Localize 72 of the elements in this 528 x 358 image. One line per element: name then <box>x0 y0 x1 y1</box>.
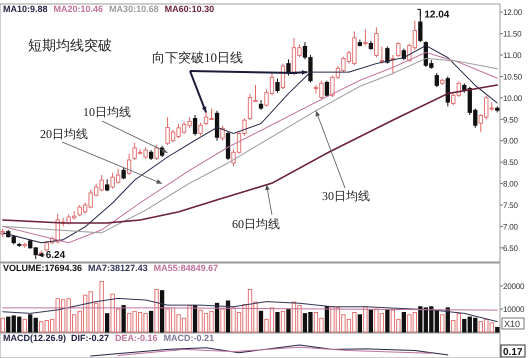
candlestick <box>104 178 110 192</box>
candlestick <box>121 166 126 180</box>
bar <box>280 310 286 332</box>
candlestick <box>258 100 264 110</box>
annotation: 30日均线 <box>322 189 370 203</box>
candlestick <box>434 72 439 88</box>
text: X10 <box>504 319 520 329</box>
text: MA10:9.88 <box>3 4 48 14</box>
bar <box>275 312 280 332</box>
series-label: DIF:-0.27 <box>71 333 110 343</box>
candlestick <box>390 54 396 75</box>
text: MA7:38127.43 <box>88 263 148 273</box>
bar <box>363 306 368 332</box>
text: MACD:-0.21 <box>164 333 214 343</box>
y-tick-label: 8.00 <box>503 180 519 189</box>
y-tick-label: 12.00 <box>503 8 523 18</box>
bar <box>0 318 5 332</box>
bar <box>385 310 390 332</box>
text: MA55:84849.67 <box>154 263 218 273</box>
candlestick <box>126 153 132 176</box>
bar <box>22 318 27 332</box>
annotation: 6.24 <box>46 250 66 261</box>
annotation: 短期均线突破 <box>28 38 112 54</box>
bar <box>495 326 500 332</box>
bar <box>368 310 374 332</box>
candlestick <box>275 78 280 94</box>
y-tick-label: 7.50 <box>503 201 519 210</box>
annotation: 60日均线 <box>232 217 280 231</box>
line-series <box>2 298 498 322</box>
y-tick-label: 10.50 <box>503 72 523 82</box>
bar <box>220 308 225 332</box>
y-tick-label: 10000 <box>503 305 525 314</box>
bar <box>402 312 406 332</box>
annotation: 向下突破10日线 <box>152 50 243 65</box>
candlestick <box>396 42 401 58</box>
text: MA60:10.30 <box>164 4 214 14</box>
bar <box>121 305 126 332</box>
candlestick <box>380 46 384 64</box>
bar <box>258 310 264 332</box>
y-tick-label: 8.50 <box>503 158 519 168</box>
y-tick-label: 6.50 <box>503 244 519 253</box>
bar <box>286 308 291 332</box>
candlestick <box>324 80 330 98</box>
candlestick <box>385 46 390 64</box>
text: MA20:10.46 <box>54 4 104 14</box>
series-label: DEA:-0.16 <box>115 333 158 343</box>
y-tick-label: 11.50 <box>503 30 522 39</box>
annotation: 20日均线 <box>40 127 88 141</box>
candlestick <box>154 144 159 160</box>
bar <box>104 313 110 332</box>
candlestick <box>198 122 203 136</box>
candlestick <box>148 150 154 160</box>
candlestick <box>374 26 379 58</box>
bar <box>358 314 362 332</box>
annotation: 12.04 <box>424 9 450 20</box>
y-tick-label: 20000 <box>503 282 525 291</box>
y-tick-label: 9.50 <box>503 115 519 124</box>
y-tick-label: 11.00 <box>503 51 522 60</box>
candlestick <box>192 114 198 136</box>
y-tick-label: 9.00 <box>503 136 519 146</box>
text: 0.17 <box>503 347 523 358</box>
bar <box>446 307 450 332</box>
bar <box>440 314 444 332</box>
bar <box>148 310 154 332</box>
text: MA30:10.68 <box>109 4 159 14</box>
text: VOLUME:17694.36 <box>3 263 82 273</box>
annotation: 10日均线 <box>83 105 131 119</box>
y-tick-label: 7.00 <box>503 222 519 232</box>
candlestick <box>446 76 450 107</box>
y-tick-label: 10.00 <box>503 94 523 103</box>
chart-title: MACD(12.26.9) <box>3 333 66 343</box>
candlestick <box>363 28 368 46</box>
